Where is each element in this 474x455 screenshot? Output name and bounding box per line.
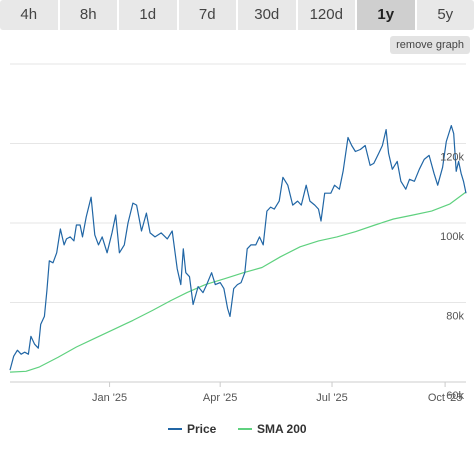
tab-1y[interactable]: 1y: [357, 0, 417, 30]
tab-30d[interactable]: 30d: [238, 0, 298, 30]
y-tick-label: 120k: [440, 152, 464, 164]
grid: [10, 63, 466, 383]
tab-7d[interactable]: 7d: [178, 0, 238, 30]
legend-item-sma-200[interactable]: SMA 200: [238, 422, 307, 436]
x-tick-label: Oct '25: [428, 392, 463, 404]
series-layer: [9, 125, 467, 373]
x-tick-label: Jul '25: [316, 392, 347, 404]
legend-label: SMA 200: [257, 422, 307, 436]
legend-item-price[interactable]: Price: [168, 422, 217, 436]
y-tick-label: 80k: [446, 311, 464, 323]
x-tick-label: Jan '25: [92, 392, 127, 404]
series-line-sma-200: [9, 191, 467, 373]
tab-1d[interactable]: 1d: [119, 0, 179, 30]
x-tick-label: Apr '25: [203, 392, 238, 404]
y-tick-label: 60k: [446, 390, 464, 402]
tab-8h[interactable]: 8h: [59, 0, 119, 30]
legend[interactable]: Price SMA 200: [168, 422, 307, 436]
time-range-tabs: 4h 8h 1d 7d 30d 120d 1y 5y: [0, 0, 474, 30]
series-line-price: [9, 125, 467, 371]
y-axis: 60k 80k 100k 120k: [440, 152, 464, 403]
y-tick-label: 100k: [440, 231, 464, 243]
remove-graph-button[interactable]: remove graph: [390, 36, 470, 54]
tab-4h[interactable]: 4h: [0, 0, 60, 30]
tab-5y[interactable]: 5y: [416, 0, 474, 30]
x-axis: Jan '25 Apr '25 Jul '25 Oct '25: [10, 381, 466, 404]
tab-120d[interactable]: 120d: [297, 0, 357, 30]
legend-label: Price: [187, 422, 217, 436]
